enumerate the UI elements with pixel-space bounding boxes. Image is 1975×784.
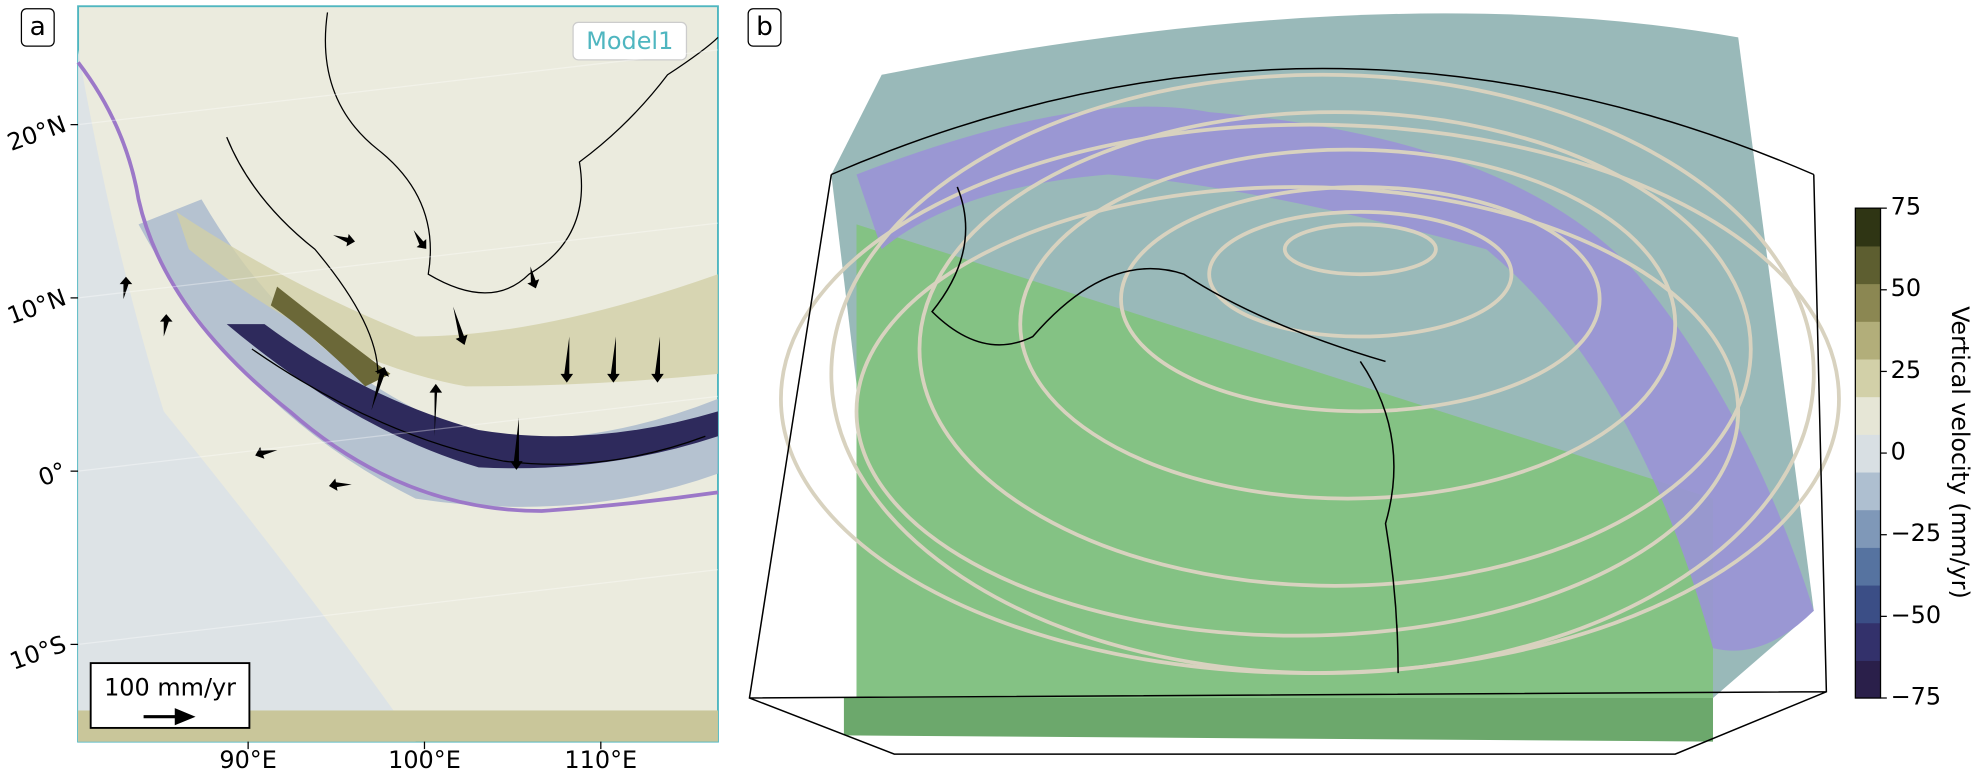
colorbar-swatch — [1855, 471, 1881, 511]
upwelling-zone — [176, 211, 718, 387]
panel-label: b — [756, 12, 773, 42]
colorbar-swatch — [1855, 358, 1881, 398]
colorbar-swatch — [1855, 245, 1881, 285]
domain-outline — [748, 67, 1828, 755]
render-panel — [748, 13, 1841, 755]
scale-arrow — [143, 708, 196, 726]
colorbar-swatch — [1855, 434, 1881, 473]
streamlines — [779, 72, 1841, 675]
colorbar-swatch — [1855, 208, 1881, 247]
lat-grid — [78, 222, 719, 299]
colorbar-tick-label: 50 — [1891, 274, 1921, 302]
scale-label: 100 mm/yr — [104, 674, 236, 702]
colorbar-tick-label: 75 — [1891, 193, 1921, 221]
coastline — [226, 12, 719, 465]
colorbar-label: Vertical velocity (mm/yr) — [1946, 306, 1974, 598]
coastline — [931, 186, 1399, 674]
lat-label: 20°N — [4, 110, 70, 157]
lon-label: 90°E — [219, 746, 277, 774]
colorbar-tick-label: −50 — [1891, 601, 1941, 629]
purple-slab — [856, 106, 1814, 651]
colorbar-swatch — [1855, 283, 1881, 322]
panel-label-box — [20, 8, 55, 47]
strong-upwelling — [270, 286, 391, 387]
lat-grid — [78, 568, 719, 646]
slab-body — [856, 224, 1714, 698]
colorbar-tick-label: 0 — [1891, 438, 1906, 466]
colorbar-swatch — [1855, 396, 1881, 435]
slab-base — [843, 697, 1714, 742]
panel-label: a — [30, 12, 46, 42]
model-label: Model1 — [586, 27, 673, 55]
colorbar-tick-label: −75 — [1891, 683, 1941, 711]
lat-grid — [78, 49, 719, 126]
colorbar-swatch — [1855, 547, 1881, 586]
colorbar-tick-label: 25 — [1891, 356, 1921, 384]
lon-label: 110°E — [564, 746, 637, 774]
colorbar-swatch — [1855, 660, 1881, 699]
subducting-region — [78, 49, 416, 742]
lat-label: 0° — [35, 457, 70, 492]
lat-grid — [78, 395, 719, 472]
trench-line — [76, 61, 719, 513]
map-panel: Model1 100 mm/yr — [76, 5, 719, 743]
model-box — [572, 21, 688, 61]
colorbar-swatch — [1855, 584, 1881, 624]
colorbar: 75 50 25 0 −25 −50 −75 — [1854, 193, 1941, 711]
strong-downwelling — [226, 324, 718, 469]
colorbar-swatch — [1855, 321, 1881, 360]
lat-label: 10°N — [4, 283, 70, 330]
colorbar-tick-label: −25 — [1891, 519, 1941, 547]
lon-label: 100°E — [388, 746, 461, 774]
colorbar-swatch — [1855, 509, 1881, 548]
lat-label: 10°S — [6, 630, 70, 676]
panel-label-box — [747, 8, 782, 47]
colorbar-swatch — [1855, 622, 1881, 661]
velocity-arrows — [119, 230, 664, 491]
